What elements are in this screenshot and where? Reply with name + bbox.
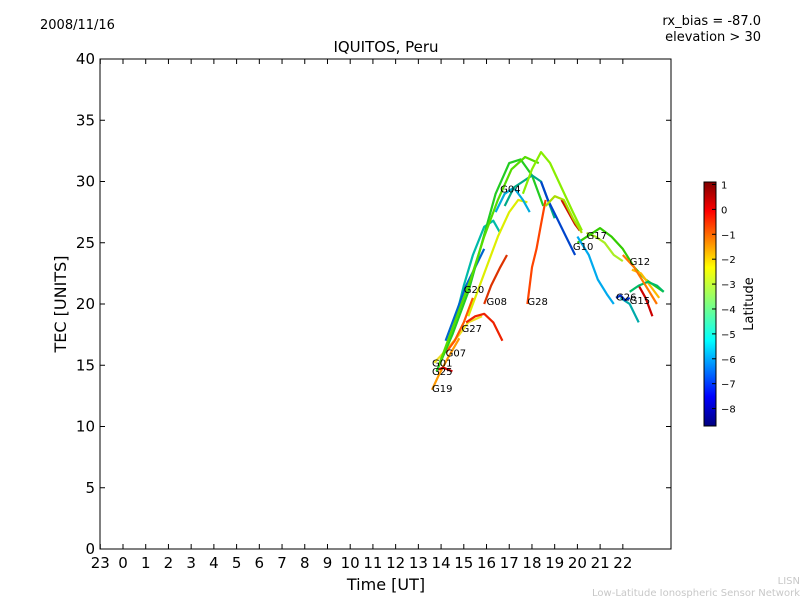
- satellite-label-g10: G10: [573, 242, 593, 253]
- x-tick-label: 2: [164, 554, 174, 572]
- y-tick-label: 0: [85, 540, 95, 558]
- series-line-g27: [465, 312, 504, 342]
- satellite-label-g26: G26: [616, 292, 636, 303]
- y-tick-label: 5: [85, 479, 95, 497]
- x-tick-label: 3: [186, 554, 196, 572]
- x-axis-label: Time [UT]: [346, 575, 425, 594]
- series-line-g29: [621, 254, 658, 305]
- y-tick-label: 20: [76, 295, 95, 313]
- elevation-label: elevation > 30: [665, 30, 761, 45]
- x-tick-label: 21: [591, 554, 610, 572]
- series-line-g16: [521, 151, 583, 231]
- date-label: 2008/11/16: [40, 18, 115, 33]
- chart-title: IQUITOS, Peru: [333, 38, 438, 56]
- x-tick-label: 14: [432, 554, 451, 572]
- satellite-label-g27: G27: [462, 324, 482, 335]
- x-tick-label: 9: [323, 554, 333, 572]
- series-line-g08: [483, 254, 508, 305]
- colorbar-tick-label: 0: [721, 205, 727, 216]
- satellite-label-g28: G28: [527, 297, 547, 308]
- satellite-label-g15: G15: [630, 296, 650, 307]
- footer-network: Low-Latitude Ionospheric Sensor Network: [592, 588, 800, 599]
- colorbar-tick-label: −5: [721, 330, 736, 341]
- colorbar-tick-label: −8: [721, 405, 736, 416]
- y-tick-label: 35: [76, 111, 95, 129]
- plot-frame: [99, 58, 672, 550]
- series-line-g10: [539, 181, 577, 256]
- colorbar-ticks: 1 0 −1 −2 −3 −4 −5 −6 −7 −8: [712, 180, 736, 416]
- satellite-label-g25: G25: [432, 367, 452, 378]
- colorbar-gradient: [703, 181, 717, 427]
- series-line-g07: [444, 297, 474, 354]
- y-tick-label: 10: [76, 418, 95, 436]
- x-tick-label: 4: [209, 554, 219, 572]
- x-tick-label: 11: [363, 554, 382, 572]
- series-line-g21: [629, 280, 665, 293]
- x-axis: 23 0 1 2 3 4 5 6 7 8 9 10 11 12 13 14 15 16 17 18 19 20 21 22: [91, 59, 632, 572]
- x-tick-label: 8: [300, 554, 310, 572]
- x-tick-label: 22: [613, 554, 632, 572]
- footer-lisn: LISN: [777, 576, 800, 587]
- colorbar-tick-label: −2: [721, 255, 736, 266]
- x-tick-label: 5: [232, 554, 242, 572]
- series-line-g05: [544, 195, 583, 234]
- x-tick-label: 10: [341, 554, 360, 572]
- satellite-label-g01: G01: [432, 358, 452, 369]
- x-tick-label: 20: [568, 554, 587, 572]
- series-line-g28: [526, 199, 547, 305]
- satellite-label-g19: G19: [432, 384, 452, 395]
- series-line-g18: [576, 236, 615, 305]
- series-line-g20: [453, 219, 502, 323]
- series-line-g25: [436, 366, 453, 373]
- series-line-g11: [435, 158, 545, 372]
- colorbar: 1 0 −1 −2 −3 −4 −5 −6 −7 −8 Latitude: [703, 180, 757, 427]
- series-line-g19: [431, 337, 461, 391]
- series-line-g13: [437, 155, 540, 366]
- x-tick-label: 1: [141, 554, 151, 572]
- colorbar-tick-label: −7: [721, 380, 736, 391]
- y-axis-label: TEC [UNITS]: [51, 256, 70, 354]
- series-line-g22: [637, 285, 654, 317]
- x-tick-label: 23: [91, 554, 110, 572]
- x-tick-label: 16: [477, 554, 496, 572]
- y-tick-label: 30: [76, 173, 95, 191]
- x-tick-label: 17: [500, 554, 519, 572]
- y-axis: 0 5 10 15 20 25 30 35 40: [76, 50, 671, 558]
- x-tick-label: 12: [386, 554, 405, 572]
- x-tick-label: 19: [545, 554, 564, 572]
- colorbar-tick-label: −4: [721, 305, 736, 316]
- satellite-label-g04: G04: [500, 185, 520, 196]
- x-tick-label: 7: [277, 554, 287, 572]
- colorbar-tick-label: −1: [721, 230, 736, 241]
- x-tick-label: 13: [409, 554, 428, 572]
- x-tick-label: 18: [522, 554, 541, 572]
- colorbar-label: Latitude: [742, 277, 757, 331]
- x-tick-label: 15: [454, 554, 473, 572]
- colorbar-tick-label: −6: [721, 355, 736, 366]
- y-tick-label: 40: [76, 50, 95, 68]
- x-tick-label: 0: [118, 554, 128, 572]
- series-line-g17: [586, 231, 624, 263]
- satellite-label-g17: G17: [586, 231, 606, 242]
- x-tick-label: 6: [255, 554, 265, 572]
- rx-bias-label: rx_bias = -87.0: [662, 14, 761, 29]
- satellite-label-g20: G20: [464, 285, 484, 296]
- series-line-g26: [615, 294, 631, 302]
- series-line-g23: [467, 198, 528, 317]
- satellite-label-g07: G07: [446, 349, 466, 360]
- satellite-label-g12: G12: [630, 257, 650, 268]
- series-line-g32: [444, 248, 486, 342]
- satellite-label-g08: G08: [487, 297, 507, 308]
- series-layer: [431, 151, 665, 391]
- colorbar-tick-label: 1: [721, 180, 727, 191]
- colorbar-tick-label: −3: [721, 280, 736, 291]
- y-tick-label: 25: [76, 234, 95, 252]
- y-tick-label: 15: [76, 356, 95, 374]
